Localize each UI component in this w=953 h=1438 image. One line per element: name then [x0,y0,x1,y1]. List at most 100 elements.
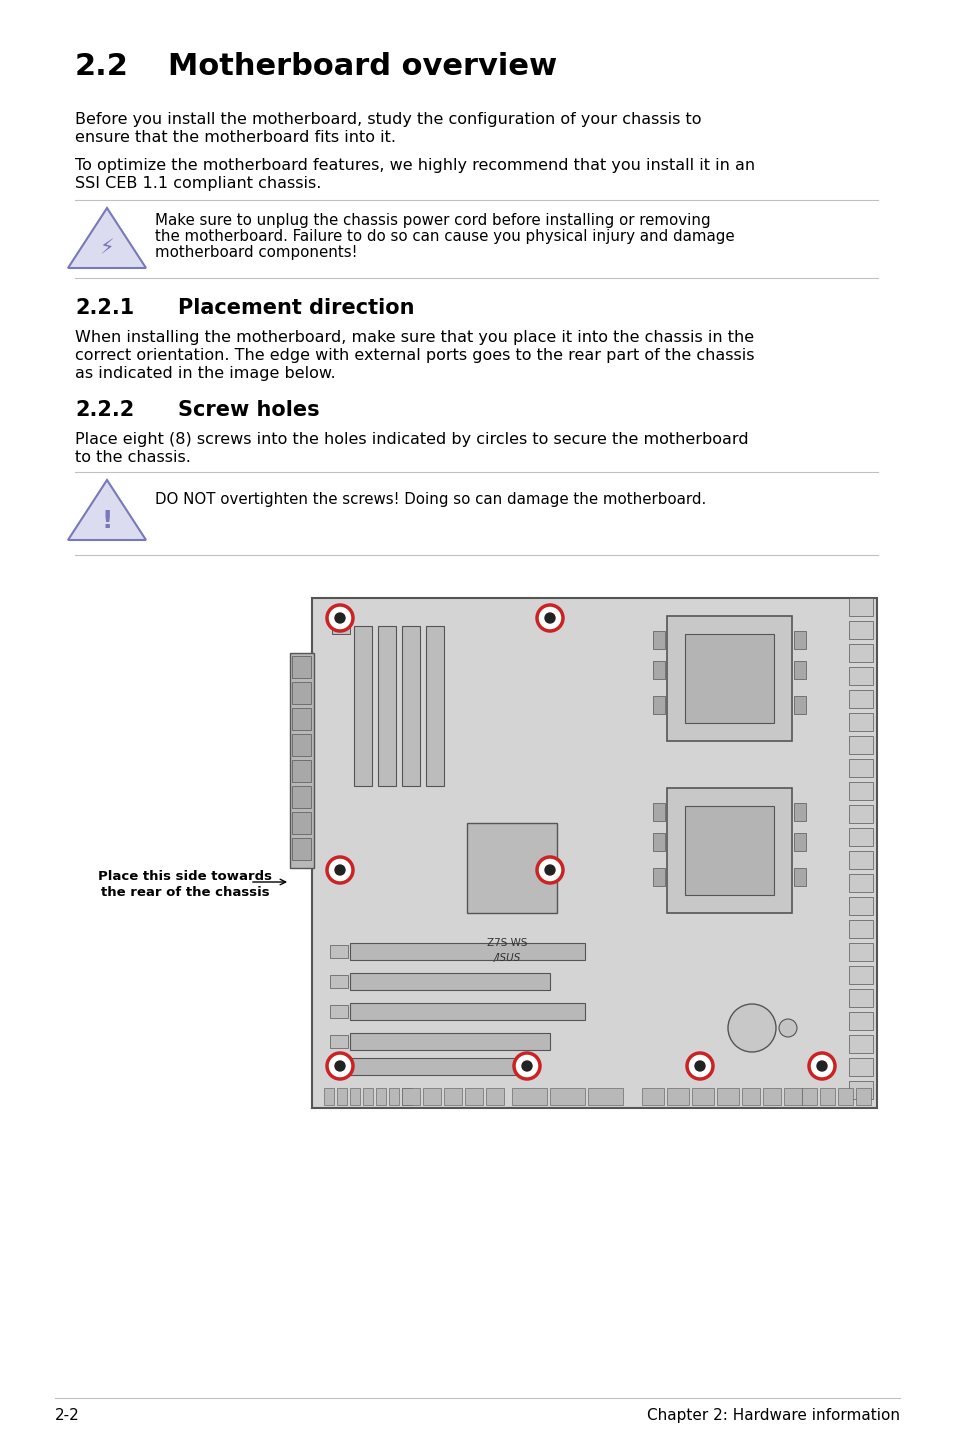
Circle shape [544,613,555,623]
Bar [691,1089,713,1104]
Bar [793,631,805,649]
Bar [350,1032,550,1050]
Bar [652,869,664,886]
Circle shape [521,1061,532,1071]
Circle shape [686,1053,712,1078]
Circle shape [335,1061,345,1071]
Bar [587,1089,622,1104]
Bar [330,975,348,988]
Text: Place eight (8) screws into the holes indicated by circles to secure the motherb: Place eight (8) screws into the holes in… [75,431,748,447]
Bar [848,989,872,1007]
Bar [377,626,395,787]
Bar [848,1012,872,1030]
Bar [292,733,311,756]
Text: 2-2: 2-2 [55,1408,80,1424]
Bar [652,696,664,715]
Bar [292,707,311,731]
Polygon shape [68,209,146,267]
Bar [652,833,664,851]
Bar [848,644,872,661]
Bar [762,1089,781,1104]
Bar [350,1002,584,1020]
Text: the rear of the chassis: the rear of the chassis [101,886,269,899]
Bar [401,1089,412,1104]
Bar [848,805,872,823]
Text: SSI CEB 1.1 compliant chassis.: SSI CEB 1.1 compliant chassis. [75,175,321,191]
Bar [848,943,872,961]
Bar [848,920,872,938]
Bar [330,1060,348,1073]
Circle shape [695,1061,704,1071]
Bar [292,682,311,705]
Bar [684,634,773,723]
Bar [848,966,872,984]
Text: 2.2.2: 2.2.2 [75,400,134,420]
Text: the motherboard. Failure to do so can cause you physical injury and damage: the motherboard. Failure to do so can ca… [154,229,734,244]
Text: Placement direction: Placement direction [178,298,414,318]
Bar [848,667,872,684]
Circle shape [727,1004,775,1053]
Bar [848,713,872,731]
Circle shape [327,1053,353,1078]
Circle shape [327,857,353,883]
Bar [793,833,805,851]
Text: 2.2.1: 2.2.1 [75,298,134,318]
Bar [855,1089,870,1104]
Circle shape [808,1053,834,1078]
Bar [422,1089,440,1104]
Bar [332,615,350,634]
Circle shape [327,605,353,631]
Bar [741,1089,760,1104]
Bar [375,1089,386,1104]
Bar [350,943,584,961]
Text: 2.2: 2.2 [75,52,129,81]
Bar [290,653,314,869]
Text: ensure that the motherboard fits into it.: ensure that the motherboard fits into it… [75,129,395,145]
Bar [550,1089,584,1104]
Bar [793,696,805,715]
Bar [652,661,664,679]
Text: DO NOT overtighten the screws! Doing so can damage the motherboard.: DO NOT overtighten the screws! Doing so … [154,492,705,508]
Bar [666,788,791,913]
Bar [801,1089,816,1104]
Bar [848,897,872,915]
Text: Chapter 2: Hardware information: Chapter 2: Hardware information [646,1408,899,1424]
Text: ⚡: ⚡ [99,239,114,257]
Text: to the chassis.: to the chassis. [75,450,191,464]
Circle shape [537,605,562,631]
Bar [292,761,311,782]
Bar [783,1089,801,1104]
Text: !: ! [101,509,112,533]
Bar [350,1058,515,1076]
Bar [848,598,872,615]
Bar [641,1089,663,1104]
Bar [389,1089,398,1104]
Bar [324,1089,334,1104]
Bar [793,802,805,821]
Bar [848,759,872,777]
Bar [820,1089,834,1104]
Bar [292,812,311,834]
Bar [848,1081,872,1099]
Bar [401,626,419,787]
Bar [848,621,872,638]
Text: Make sure to unplug the chassis power cord before installing or removing: Make sure to unplug the chassis power co… [154,213,710,229]
Bar [467,823,557,913]
Bar [336,1089,347,1104]
Circle shape [816,1061,826,1071]
Bar [512,1089,546,1104]
Bar [330,1035,348,1048]
Bar [848,851,872,869]
Circle shape [779,1020,796,1037]
Bar [401,1089,419,1104]
Bar [848,828,872,846]
Bar [848,1058,872,1076]
Bar [464,1089,482,1104]
Bar [652,631,664,649]
Bar [350,1089,359,1104]
Text: To optimize the motherboard features, we highly recommend that you install it in: To optimize the motherboard features, we… [75,158,755,173]
Bar [666,615,791,741]
Text: Before you install the motherboard, study the configuration of your chassis to: Before you install the motherboard, stud… [75,112,700,127]
Text: Place this side towards: Place this side towards [98,870,272,883]
Text: as indicated in the image below.: as indicated in the image below. [75,367,335,381]
